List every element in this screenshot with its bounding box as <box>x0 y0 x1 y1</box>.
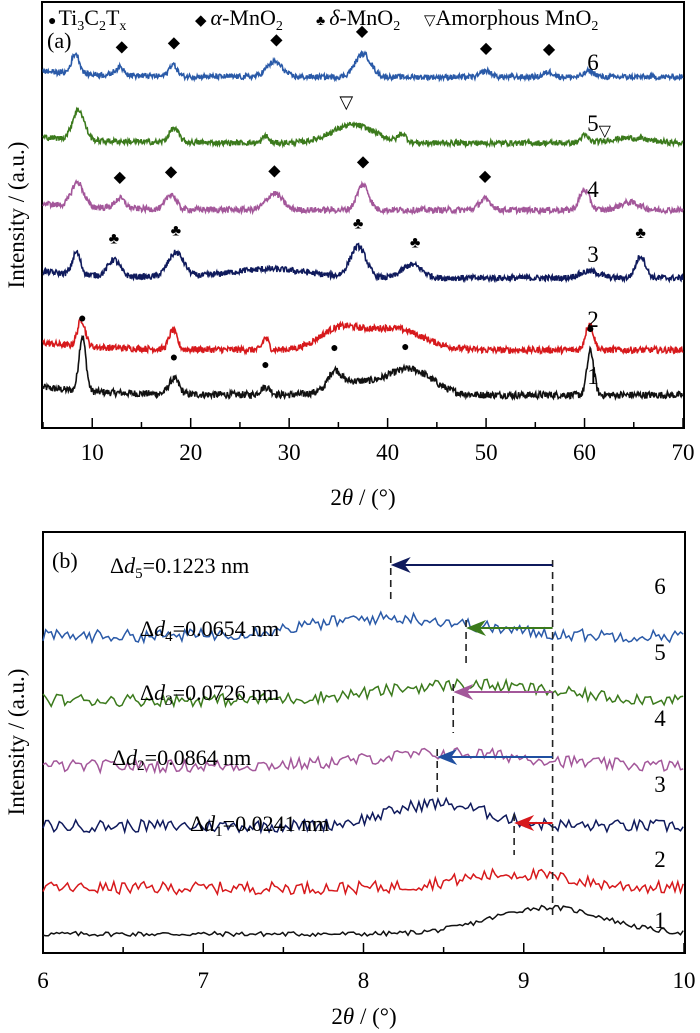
phase-marker: ◆ <box>543 41 556 58</box>
legend-entry-delta-mno2: ♣ δ-MnO2 <box>316 5 400 34</box>
xrd-zoom-curve-1 <box>42 904 684 938</box>
delta-d-label: Δd4=0.0654 nm <box>140 616 279 645</box>
panel-b-x-ticks: 6 7 8 9 10 <box>37 943 696 993</box>
phase-marker: ● <box>330 341 338 356</box>
x-tick-label: 10 <box>673 968 696 993</box>
shift-annotation-5: Δd4=0.0654 nm <box>140 616 553 668</box>
curve-label-3: 3 <box>587 242 599 267</box>
phase-marker: ● <box>170 350 178 365</box>
shift-annotation-4: Δd3=0.0726 nm <box>140 680 553 733</box>
phase-marker: ◆ <box>480 40 493 57</box>
shift-arrow-head <box>437 749 458 765</box>
phase-marker: ♣ <box>109 230 120 247</box>
x-tick-label: 8 <box>358 968 370 993</box>
phase-marker: ● <box>586 322 594 337</box>
xrd-curve-4 <box>42 178 684 216</box>
phase-marker: ▽ <box>339 92 353 112</box>
xrd-zoom-curve-5 <box>42 677 684 709</box>
panel-a-curve-labels: 1 2 3 4 5▽ 6 <box>587 50 612 389</box>
x-tick-label: 50 <box>475 440 498 465</box>
curve-label-5: 5▽ <box>587 111 612 140</box>
phase-marker: ◆ <box>479 168 492 185</box>
legend-entry-ti3c2tx: ●Ti3C2Tx <box>48 5 126 34</box>
xrd-curve-5 <box>42 106 684 149</box>
phase-marker: ♣ <box>353 215 364 232</box>
curve-label-5: 5 <box>654 640 666 665</box>
xrd-zoom-curve-2 <box>42 866 684 897</box>
phase-marker: ● <box>78 311 86 326</box>
shift-annotation-6: Δd5=0.1223 nm <box>110 553 553 602</box>
curve-label-3: 3 <box>654 772 666 797</box>
delta-d-label: Δd1=0.0241 nm <box>190 811 329 840</box>
phase-marker: ● <box>261 358 269 373</box>
panel-b-y-axis-label: Intensity / (a.u.) <box>4 669 29 816</box>
panel-a-curves <box>42 49 684 402</box>
x-tick-label: 20 <box>179 440 202 465</box>
x-tick-label: 60 <box>573 440 596 465</box>
panel-b-shift-annotations: Δd5=0.1223 nm Δd4=0.0654 nm Δd3=0.0726 nm Δ… <box>110 553 553 855</box>
phase-marker: ◆ <box>356 23 369 40</box>
phase-marker: ♣ <box>635 225 646 242</box>
phase-marker: ◆ <box>114 169 127 186</box>
panel-b-frame <box>42 531 686 954</box>
shift-arrow-head <box>514 815 535 831</box>
curve-label-2: 2 <box>654 847 666 872</box>
phase-marker: ◆ <box>357 154 370 171</box>
xrd-curve-6 <box>42 49 684 83</box>
curve-label-4: 4 <box>587 177 599 202</box>
panel-a-frame <box>41 1 685 429</box>
panel-a: ●Ti3C2Tx ◆ α-MnO2 ♣ δ-MnO2 ▽Amorphous MnO2 (a… <box>4 1 695 510</box>
delta-d-label: Δd3=0.0726 nm <box>140 680 279 709</box>
panel-a-x-axis-label: 2θ / (°) <box>330 485 395 510</box>
curve-label-6: 6 <box>654 574 666 599</box>
shift-arrow-head <box>466 620 487 636</box>
xrd-curve-1 <box>42 334 684 402</box>
phase-marker: ◆ <box>168 34 181 51</box>
delta-d-label: Δd5=0.1223 nm <box>110 553 249 582</box>
phase-marker: ♣ <box>171 222 182 239</box>
phase-marker: ◆ <box>165 164 178 181</box>
x-tick-label: 6 <box>37 968 49 993</box>
curve-label-1: 1 <box>587 364 599 389</box>
shift-arrow-head <box>390 557 411 573</box>
xrd-curve-2 <box>42 318 684 356</box>
panel-b-curves <box>42 610 684 938</box>
legend-entry-alpha-mno2: ◆ α-MnO2 <box>195 5 283 34</box>
curve-label-6: 6 <box>587 50 599 75</box>
curve-label-2: 2 <box>587 307 599 332</box>
x-tick-label: 40 <box>376 440 399 465</box>
panel-b-label: (b) <box>52 548 78 573</box>
legend-entry-amorphous-mno2: ▽Amorphous MnO2 <box>424 5 598 34</box>
curve-label-4: 4 <box>654 706 666 731</box>
shift-annotation-3: Δd2=0.0864 nm <box>112 745 553 793</box>
phase-marker: ● <box>401 340 409 355</box>
xrd-zoom-curve-6 <box>42 610 684 645</box>
delta-d-label: Δd2=0.0864 nm <box>112 745 251 774</box>
phase-marker: ◆ <box>116 39 129 56</box>
x-tick-label: 7 <box>198 968 210 993</box>
xrd-zoom-curve-3 <box>42 796 684 835</box>
panel-b-x-axis-label: 2θ / (°) <box>331 1004 396 1029</box>
panel-b-curve-labels: 1 2 3 4 5 6 <box>654 574 666 933</box>
panel-a-x-ticks: 10 20 30 40 50 60 70 <box>42 418 695 465</box>
panel-a-phase-markers: ● ● ● ● ● ● ♣ ♣ ♣ ♣ ♣ ◆ ◆ ◆ ◆ ◆ ▽ ◆ ◆ ◆ ◆ ◆ ◆ <box>78 23 646 373</box>
xrd-curve-3 <box>42 242 684 284</box>
x-tick-label: 30 <box>278 440 301 465</box>
phase-marker: ◆ <box>270 31 283 48</box>
shift-annotation-2: Δd1=0.0241 nm <box>190 811 553 855</box>
curve-label-1: 1 <box>654 908 666 933</box>
xrd-zoom-curve-4 <box>42 746 684 775</box>
x-tick-label: 10 <box>81 440 104 465</box>
panel-a-label: (a) <box>47 28 71 53</box>
panel-a-legend: ●Ti3C2Tx ◆ α-MnO2 ♣ δ-MnO2 ▽Amorphous MnO2 <box>48 5 598 34</box>
shift-arrow-head <box>453 684 474 700</box>
x-tick-label: 70 <box>672 440 695 465</box>
phase-marker: ♣ <box>410 234 421 251</box>
panel-a-y-axis-label: Intensity / (a.u.) <box>4 142 29 289</box>
phase-marker: ◆ <box>268 163 281 180</box>
x-tick-label: 9 <box>518 968 530 993</box>
panel-b: (b) Δd5=0.1223 nm Δd4=0.0654 nm Δd3=0.0726… <box>4 531 696 1029</box>
